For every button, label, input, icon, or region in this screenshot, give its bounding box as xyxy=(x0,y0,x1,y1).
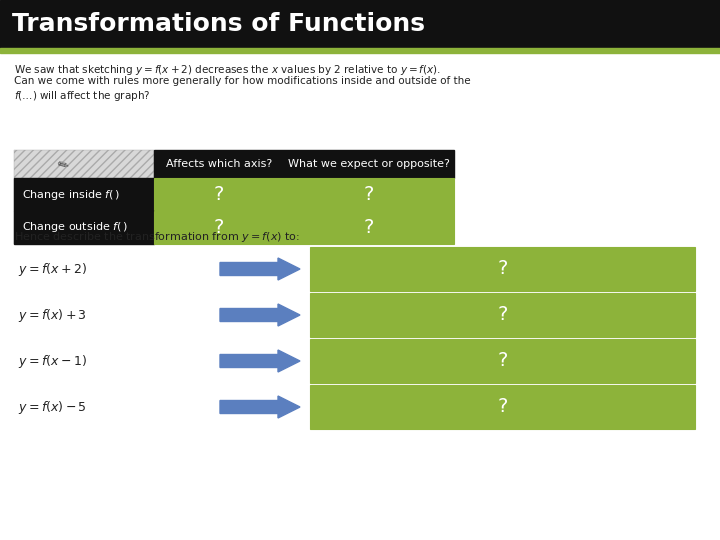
Text: $y = f(x - 1)$: $y = f(x - 1)$ xyxy=(18,353,87,369)
Bar xyxy=(310,385,695,429)
Text: Change inside $f(\,)$: Change inside $f(\,)$ xyxy=(22,187,120,201)
Text: Hence describe the transformation from $y = f(x)$ to:: Hence describe the transformation from $… xyxy=(14,230,300,244)
Bar xyxy=(154,178,284,211)
Bar xyxy=(284,178,454,211)
Text: We saw that sketching $y = f(x + 2)$ decreases the $x$ values by 2 relative to $: We saw that sketching $y = f(x + 2)$ dec… xyxy=(14,63,441,77)
Text: $y = f(x) + 3$: $y = f(x) + 3$ xyxy=(18,307,87,323)
Bar xyxy=(284,211,454,244)
Bar xyxy=(154,211,284,244)
Text: ?: ? xyxy=(214,185,224,204)
Bar xyxy=(14,178,154,211)
FancyArrow shape xyxy=(220,350,300,372)
Bar xyxy=(14,211,154,244)
Bar xyxy=(310,339,695,383)
Text: $f(\ldots)$ will affect the graph?: $f(\ldots)$ will affect the graph? xyxy=(14,89,150,103)
FancyArrow shape xyxy=(220,396,300,418)
Text: $y = f(x) - 5$: $y = f(x) - 5$ xyxy=(18,399,87,415)
Bar xyxy=(310,247,695,291)
FancyArrow shape xyxy=(220,258,300,280)
FancyArrow shape xyxy=(220,304,300,326)
Text: ✏: ✏ xyxy=(55,157,71,174)
Text: $y = f(x + 2)$: $y = f(x + 2)$ xyxy=(18,260,87,278)
Text: ?: ? xyxy=(364,218,374,237)
Bar xyxy=(154,150,454,178)
Text: What we expect or opposite?: What we expect or opposite? xyxy=(288,159,450,169)
Text: ?: ? xyxy=(214,218,224,237)
Text: Can we come with rules more generally for how modifications inside and outside o: Can we come with rules more generally fo… xyxy=(14,76,471,86)
Text: ?: ? xyxy=(498,352,508,370)
Bar xyxy=(0,48,720,53)
Bar xyxy=(310,293,695,337)
Text: ?: ? xyxy=(498,260,508,279)
Bar xyxy=(0,0,720,48)
Bar xyxy=(14,150,154,244)
Text: Affects which axis?: Affects which axis? xyxy=(166,159,272,169)
Text: ?: ? xyxy=(498,306,508,325)
Text: Transformations of Functions: Transformations of Functions xyxy=(12,12,425,36)
Text: ?: ? xyxy=(364,185,374,204)
Text: Change outside $f(\,)$: Change outside $f(\,)$ xyxy=(22,220,128,234)
Text: ?: ? xyxy=(498,397,508,416)
